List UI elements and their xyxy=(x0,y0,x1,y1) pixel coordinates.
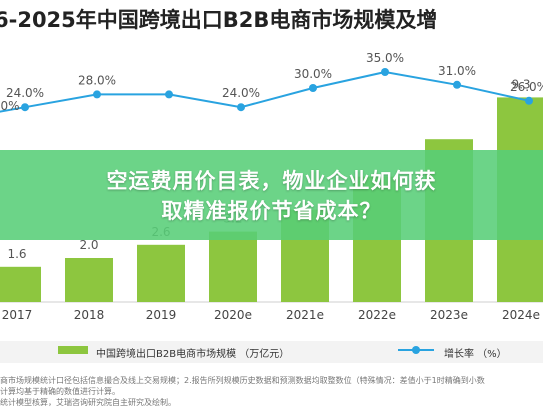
line-label-2022e: 35.0% xyxy=(366,51,404,65)
overlay-line-2: 取精准报价节省成本？ xyxy=(161,199,382,223)
x-tick-2017: 2017 xyxy=(2,308,33,322)
x-tick-2024e: 2024e xyxy=(502,308,540,322)
line-label-2023e: 31.0% xyxy=(438,64,476,78)
legend-bar-swatch xyxy=(58,346,88,354)
line-point-2018 xyxy=(93,90,101,99)
line-label-2018: 28.0% xyxy=(78,73,116,87)
line-label-2017: 24.0% xyxy=(6,86,44,100)
chart-title: 6-2025年中国跨境出口B2B电商市场规模及增 xyxy=(0,8,438,32)
x-tick-2020e: 2020e xyxy=(214,308,252,322)
overlay-text[interactable]: 空运费用价目表，物业企业如何获 取精准报价节省成本？ xyxy=(0,166,543,226)
legend-line-label: 增长率 （%） xyxy=(444,349,507,360)
legend-line-dot xyxy=(412,346,420,354)
bar-2020e xyxy=(209,231,257,302)
bar-label-2017: 1.6 xyxy=(7,247,26,261)
line-label-2016: 0% xyxy=(0,99,19,113)
line-point-2023e xyxy=(453,80,461,89)
overlay-banner xyxy=(0,150,543,240)
x-tick-2019: 2019 xyxy=(146,308,177,322)
footnote-line-3: 统计模型核算，艾瑞咨询研究院自主研究及绘制。 xyxy=(0,398,176,407)
bar-2019 xyxy=(137,244,185,302)
bar-2017 xyxy=(0,266,41,302)
line-point-2019 xyxy=(165,90,173,99)
x-tick-2018: 2018 xyxy=(74,308,105,322)
bar-label-2018: 2.0 xyxy=(79,238,98,252)
overlay-line-1: 空运费用价目表，物业企业如何获 xyxy=(106,169,437,193)
line-point-2020e xyxy=(237,103,245,112)
x-tick-2021e: 2021e xyxy=(286,308,324,322)
line-point-2017 xyxy=(21,103,29,112)
legend xyxy=(0,341,543,363)
x-tick-2023e: 2023e xyxy=(430,308,468,322)
bar-label-2024e: 9.3 xyxy=(511,77,530,91)
x-tick-2022e: 2022e xyxy=(358,308,396,322)
line-point-2021e xyxy=(309,84,317,92)
line-label-2024e: 26.0% xyxy=(510,80,543,94)
line-point-2022e xyxy=(381,68,389,76)
footnote-line-1: 商市场规模统计口径包括信息撮合及线上交易规模；2.报告所列规模历史数据和预测数据… xyxy=(0,376,485,385)
line-label-2020e: 24.0% xyxy=(222,86,260,100)
line-label-2021e: 30.0% xyxy=(294,67,332,81)
line-point-2024e xyxy=(525,96,533,105)
legend-bar-label: 中国跨境出口B2B电商市场规模 （万亿元） xyxy=(96,349,290,360)
bar-2018 xyxy=(65,258,113,302)
footnote-line-2: 计算均基于精确的数值进行计算。 xyxy=(0,387,120,396)
